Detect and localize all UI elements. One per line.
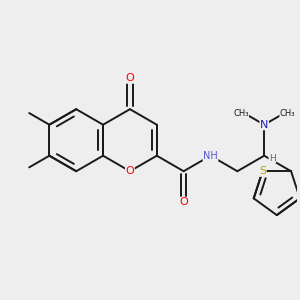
Text: O: O xyxy=(126,73,134,83)
Text: CH₃: CH₃ xyxy=(233,109,248,118)
Text: O: O xyxy=(126,166,134,176)
Text: S: S xyxy=(259,166,266,176)
Text: H: H xyxy=(269,154,276,163)
Text: NH: NH xyxy=(203,151,218,161)
Text: O: O xyxy=(179,197,188,207)
Text: N: N xyxy=(260,120,269,130)
Text: CH₃: CH₃ xyxy=(280,109,296,118)
